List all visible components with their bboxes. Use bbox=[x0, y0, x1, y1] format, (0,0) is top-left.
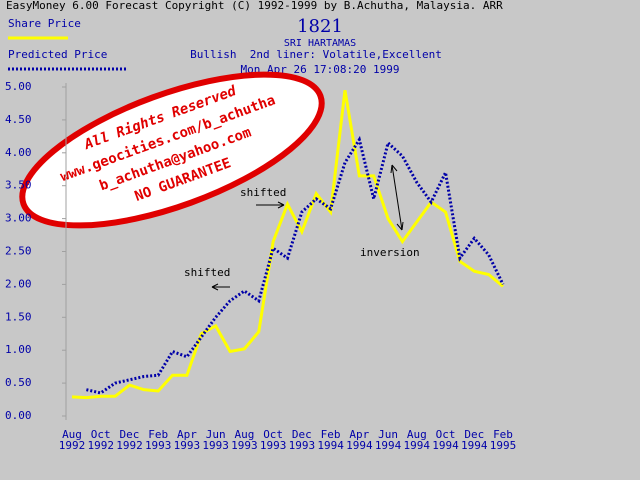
chart-subtitle: Bullish 2nd liner: Volatile,Excellent bbox=[190, 48, 442, 61]
arrow-head bbox=[390, 164, 404, 231]
legend-label: Share Price bbox=[8, 17, 81, 30]
x-tick-label: Jun 1993 bbox=[202, 428, 229, 452]
annotation: inversion bbox=[360, 246, 420, 259]
annotation: shifted bbox=[184, 266, 230, 279]
x-tick-label: Dec 1994 bbox=[461, 428, 488, 452]
arrow bbox=[391, 164, 403, 231]
y-tick-label: 1.00 bbox=[5, 343, 32, 356]
legend-label: Predicted Price bbox=[8, 48, 107, 61]
y-tick-label: 2.50 bbox=[5, 245, 32, 258]
stock-code: 1821 bbox=[297, 16, 343, 37]
watermark: All Rights Reserved www.geocities.com/b_… bbox=[19, 71, 325, 229]
x-tick-label: Oct 1994 bbox=[432, 428, 459, 452]
x-tick-label: Oct 1992 bbox=[87, 428, 114, 452]
y-tick-label: 2.00 bbox=[5, 277, 32, 290]
watermark-ellipse bbox=[19, 71, 325, 229]
y-tick-label: 0.00 bbox=[5, 409, 32, 422]
x-tick-label: Dec 1993 bbox=[288, 428, 316, 452]
x-tick-label: Oct 1993 bbox=[259, 428, 287, 452]
y-tick-label: 4.00 bbox=[5, 146, 32, 159]
y-tick-label: 3.50 bbox=[5, 179, 32, 192]
x-tick-label: Apr 1994 bbox=[346, 428, 373, 452]
window-title: EasyMoney 6.00 Forecast Copyright (C) 19… bbox=[6, 0, 503, 12]
arrow-head bbox=[211, 283, 219, 291]
chart-title: SRI HARTAMAS bbox=[284, 38, 356, 49]
x-tick-label: Dec 1992 bbox=[116, 428, 143, 452]
y-tick-label: 5.00 bbox=[5, 80, 32, 93]
y-tick-label: 3.00 bbox=[5, 212, 32, 225]
y-tick-label: 4.50 bbox=[5, 113, 32, 126]
y-tick-label: 1.50 bbox=[5, 310, 32, 323]
x-tick-label: Jun 1994 bbox=[374, 428, 402, 452]
series-line bbox=[86, 135, 505, 395]
x-tick-label: Feb 1993 bbox=[144, 428, 172, 452]
x-tick-label: Aug 1992 bbox=[58, 428, 86, 452]
arrow-head bbox=[277, 201, 285, 209]
x-tick-label: Aug 1994 bbox=[403, 428, 431, 452]
y-tick-label: 0.50 bbox=[5, 376, 32, 389]
annotation: shifted bbox=[240, 186, 286, 199]
x-tick-label: Aug 1993 bbox=[231, 428, 258, 452]
x-tick-label: Apr 1993 bbox=[173, 428, 201, 452]
x-tick-label: Feb 1995 bbox=[489, 428, 517, 452]
x-tick-label: Feb 1994 bbox=[317, 428, 344, 452]
